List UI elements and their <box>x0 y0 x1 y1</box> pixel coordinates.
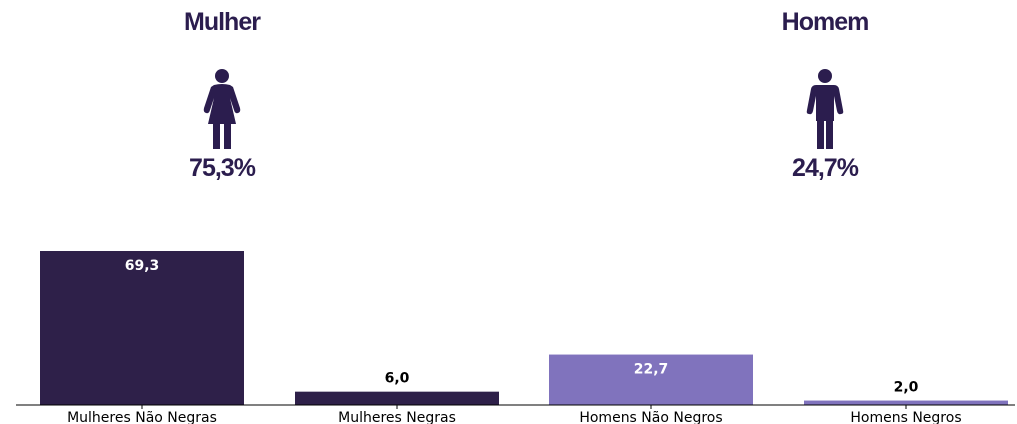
female-percent: 75,3% <box>189 154 256 182</box>
male-percent: 24,7% <box>792 154 859 182</box>
x-tick-label-mulheres-negras: Mulheres Negras <box>338 410 456 424</box>
x-tick-label-homens-nao-negros: Homens Não Negros <box>579 410 722 424</box>
female-group-title: Mulher <box>184 8 261 36</box>
data-label-homens-negros: 2,0 <box>894 380 919 396</box>
bar-mulheres-nao-negras <box>40 251 244 405</box>
x-tick-label-mulheres-nao-negras: Mulheres Não Negras <box>67 410 217 424</box>
bar-homens-negros <box>804 400 1008 405</box>
x-tick-label-homens-negros: Homens Negros <box>850 410 961 424</box>
data-label-homens-nao-negros: 22,7 <box>634 362 669 378</box>
bar-homens-nao-negros <box>549 354 753 405</box>
data-label-mulheres-nao-negras: 69,3 <box>125 258 160 274</box>
bar-mulheres-negras <box>295 391 499 405</box>
female-person-icon <box>202 68 242 155</box>
male-person-icon <box>805 68 845 155</box>
male-group-title: Homem <box>781 8 870 36</box>
data-label-mulheres-negras: 6,0 <box>385 371 410 387</box>
